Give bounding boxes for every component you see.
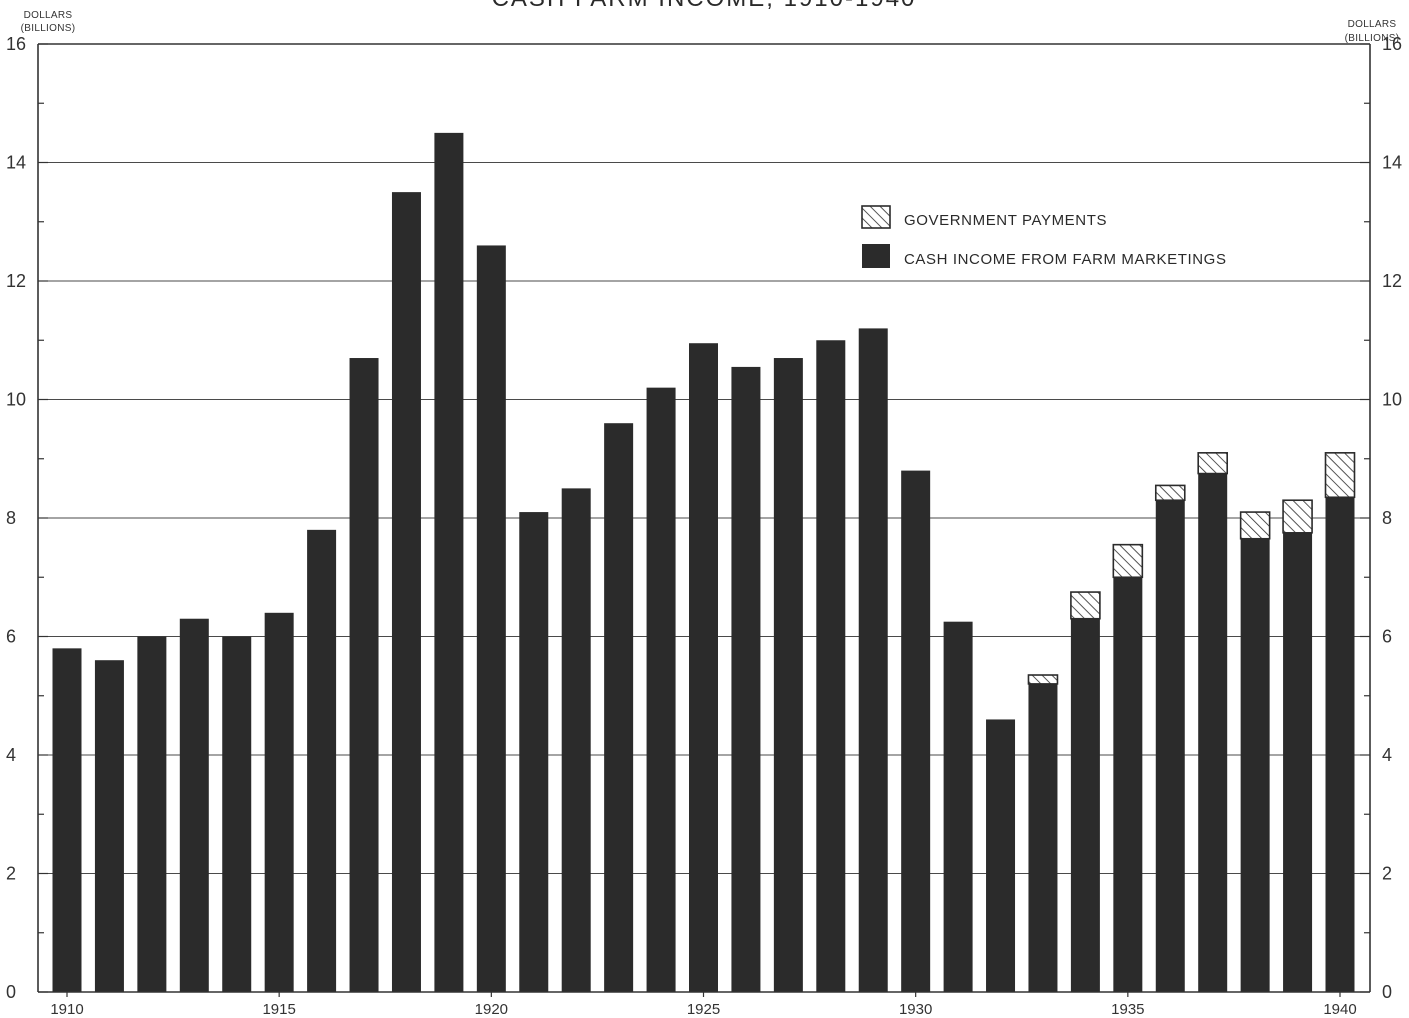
bar-farm-marketings-1910: [52, 648, 82, 992]
bar-farm-marketings-1920: [476, 245, 506, 992]
y-ticks-group: 0 0 2 2 4 4 6 6 8 8 10 10 12 12 14 14 16 16: [6, 34, 1402, 1002]
y-tick-label-left-10: 10: [6, 390, 26, 410]
bar-farm-marketings-1932: [986, 719, 1016, 992]
bar-farm-marketings-1921: [519, 512, 549, 992]
left-axis-title-line1: DOLLARS: [24, 10, 73, 21]
bar-government-payments-1935: [1112, 543, 1144, 579]
bar-government-payments-1937: [1197, 452, 1228, 475]
y-tick-label-left-4: 4: [6, 745, 16, 765]
bar-farm-marketings-1938: [1240, 538, 1270, 992]
legend-label-government-payments: GOVERNMENT PAYMENTS: [904, 212, 1107, 229]
x-tick-label-1935: 1935: [1111, 1001, 1144, 1018]
bar-farm-marketings-1937: [1198, 473, 1228, 992]
bar-farm-marketings-1931: [943, 621, 973, 992]
y-tick-label-left-0: 0: [6, 982, 16, 1002]
y-tick-label-right-6: 6: [1382, 627, 1392, 647]
bar-farm-marketings-1917: [349, 358, 379, 992]
bar-farm-marketings-1924: [646, 387, 676, 992]
x-tick-label-1930: 1930: [899, 1001, 932, 1018]
bar-farm-marketings-1914: [222, 636, 252, 992]
bar-farm-marketings-1912: [137, 636, 167, 992]
bar-farm-marketings-1925: [689, 343, 718, 992]
y-tick-label-left-2: 2: [6, 864, 16, 884]
y-tick-label-right-16: 16: [1382, 34, 1402, 54]
chart-title: CASH FARM INCOME, 1910-1940: [492, 0, 917, 12]
x-tick-label-1940: 1940: [1323, 1001, 1356, 1018]
bar-government-payments-1938: [1239, 511, 1271, 540]
x-tick-label-1920: 1920: [475, 1001, 508, 1018]
bar-farm-marketings-1933: [1028, 683, 1058, 992]
y-tick-label-left-14: 14: [6, 153, 26, 173]
x-ticks-group: 1910 1915 1920 1925 1930 1935 1940: [50, 992, 1357, 1018]
x-tick-label-1915: 1915: [262, 1001, 295, 1018]
y-tick-label-left-6: 6: [6, 627, 16, 647]
bar-farm-marketings-1922: [561, 488, 591, 992]
bar-farm-marketings-1927: [773, 358, 803, 992]
bar-farm-marketings-1928: [816, 340, 846, 992]
bar-government-payments-1940: [1324, 452, 1356, 499]
bar-government-payments-1939: [1282, 499, 1313, 534]
bar-farm-marketings-1911: [94, 660, 124, 992]
y-tick-label-right-4: 4: [1382, 745, 1392, 765]
bar-government-payments-1934: [1070, 591, 1101, 620]
gridlines: [38, 162, 1370, 874]
bar-farm-marketings-1936: [1155, 500, 1185, 992]
legend: GOVERNMENT PAYMENTS CASH INCOME FROM FAR…: [861, 205, 1227, 268]
x-tick-label-1925: 1925: [687, 1001, 720, 1018]
bar-farm-marketings-1935: [1113, 577, 1143, 992]
bar-farm-marketings-1915: [264, 612, 294, 992]
x-tick-label-1910: 1910: [50, 1001, 83, 1018]
y-tick-label-right-10: 10: [1382, 390, 1402, 410]
bar-farm-marketings-1939: [1283, 532, 1313, 992]
bar-farm-marketings-1940: [1325, 497, 1355, 992]
bar-farm-marketings-1916: [307, 529, 337, 992]
legend-swatch-cash-income: [862, 244, 890, 268]
y-tick-label-left-8: 8: [6, 508, 16, 528]
bar-government-payments-1936: [1154, 484, 1186, 502]
right-axis-title-line1: DOLLARS: [1348, 19, 1397, 30]
bar-farm-marketings-1923: [604, 423, 634, 992]
y-tick-label-right-14: 14: [1382, 153, 1402, 173]
bar-farm-marketings-1929: [858, 328, 888, 992]
legend-swatch-government-payments: [861, 205, 891, 229]
left-axis-title-line2: (BILLIONS): [21, 23, 76, 34]
bar-farm-marketings-1934: [1070, 618, 1100, 992]
bar-farm-marketings-1919: [434, 132, 464, 992]
bar-farm-marketings-1918: [391, 192, 421, 992]
y-tick-label-right-8: 8: [1382, 508, 1392, 528]
legend-label-cash-income: CASH INCOME FROM FARM MARKETINGS: [904, 251, 1227, 268]
bar-farm-marketings-1926: [731, 366, 761, 993]
bar-government-payments-1933: [1027, 674, 1059, 685]
y-tick-label-left-16: 16: [6, 34, 26, 54]
right-axis-title-line2: (BILLIONS): [1345, 33, 1400, 44]
bar-farm-marketings-1930: [901, 470, 931, 993]
y-tick-label-right-12: 12: [1382, 271, 1402, 291]
y-tick-label-right-0: 0: [1382, 982, 1392, 1002]
y-tick-label-left-12: 12: [6, 271, 26, 291]
y-tick-label-right-2: 2: [1382, 864, 1392, 884]
bar-farm-marketings-1913: [179, 618, 209, 992]
bars-group: [52, 132, 1356, 993]
